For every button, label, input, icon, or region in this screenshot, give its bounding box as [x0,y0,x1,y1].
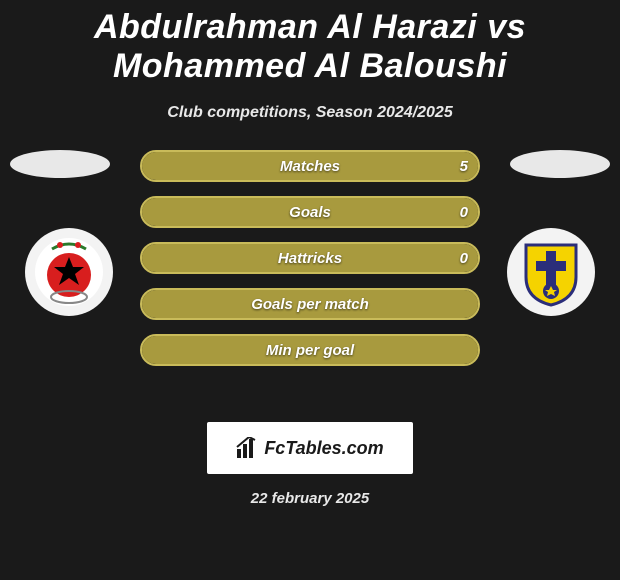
brand-text: FcTables.com [264,438,383,459]
subtitle: Club competitions, Season 2024/2025 [0,104,620,122]
stat-value-right: 0 [460,204,468,221]
stat-label: Hattricks [278,250,342,267]
club-badge-left [25,228,113,316]
stat-row: Goals 0 [140,196,480,228]
stat-label: Goals [289,204,331,221]
footer: FcTables.com 22 february 2025 [0,420,620,507]
stat-label: Min per goal [266,342,354,359]
stat-value-right: 0 [460,250,468,267]
page-title: Abdulrahman Al Harazi vs Mohammed Al Bal… [0,0,620,90]
player-right-ellipse [510,150,610,178]
comparison-panel: Matches 5 Goals 0 Hattricks 0 Goals per match M… [0,150,620,410]
stat-label: Goals per match [251,296,369,313]
club-badge-right [507,228,595,316]
chart-icon [236,437,258,459]
club-badge-left-icon [34,237,104,307]
club-badge-right-icon [516,237,586,307]
stat-label: Matches [280,158,340,175]
stat-row: Hattricks 0 [140,242,480,274]
brand-box[interactable]: FcTables.com [205,420,415,476]
stats-list: Matches 5 Goals 0 Hattricks 0 Goals per match M… [140,150,480,366]
stat-row: Matches 5 [140,150,480,182]
player-left-ellipse [10,150,110,178]
stat-row: Min per goal [140,334,480,366]
date-text: 22 february 2025 [251,490,369,507]
stat-row: Goals per match [140,288,480,320]
stat-value-right: 5 [460,158,468,175]
